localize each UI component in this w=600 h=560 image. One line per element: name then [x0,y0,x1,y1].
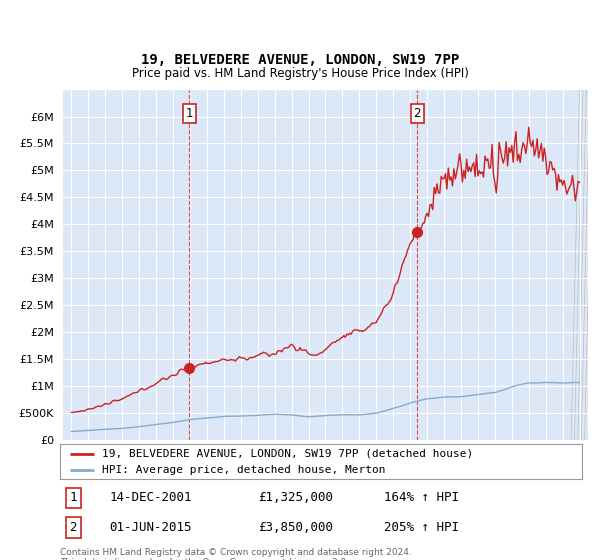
Text: 1: 1 [70,491,77,504]
Text: £1,325,000: £1,325,000 [259,491,334,504]
Text: 2: 2 [70,521,77,534]
Text: 164% ↑ HPI: 164% ↑ HPI [383,491,458,504]
Text: 1: 1 [185,108,193,120]
Text: £3,850,000: £3,850,000 [259,521,334,534]
Text: Contains HM Land Registry data © Crown copyright and database right 2024.
This d: Contains HM Land Registry data © Crown c… [60,548,412,560]
Text: HPI: Average price, detached house, Merton: HPI: Average price, detached house, Mert… [102,465,385,475]
Text: 205% ↑ HPI: 205% ↑ HPI [383,521,458,534]
Text: 19, BELVEDERE AVENUE, LONDON, SW19 7PP: 19, BELVEDERE AVENUE, LONDON, SW19 7PP [141,53,459,67]
Text: 2: 2 [413,108,421,120]
Text: 01-JUN-2015: 01-JUN-2015 [110,521,192,534]
Text: Price paid vs. HM Land Registry's House Price Index (HPI): Price paid vs. HM Land Registry's House … [131,67,469,80]
Text: 14-DEC-2001: 14-DEC-2001 [110,491,192,504]
Text: 19, BELVEDERE AVENUE, LONDON, SW19 7PP (detached house): 19, BELVEDERE AVENUE, LONDON, SW19 7PP (… [102,449,473,459]
